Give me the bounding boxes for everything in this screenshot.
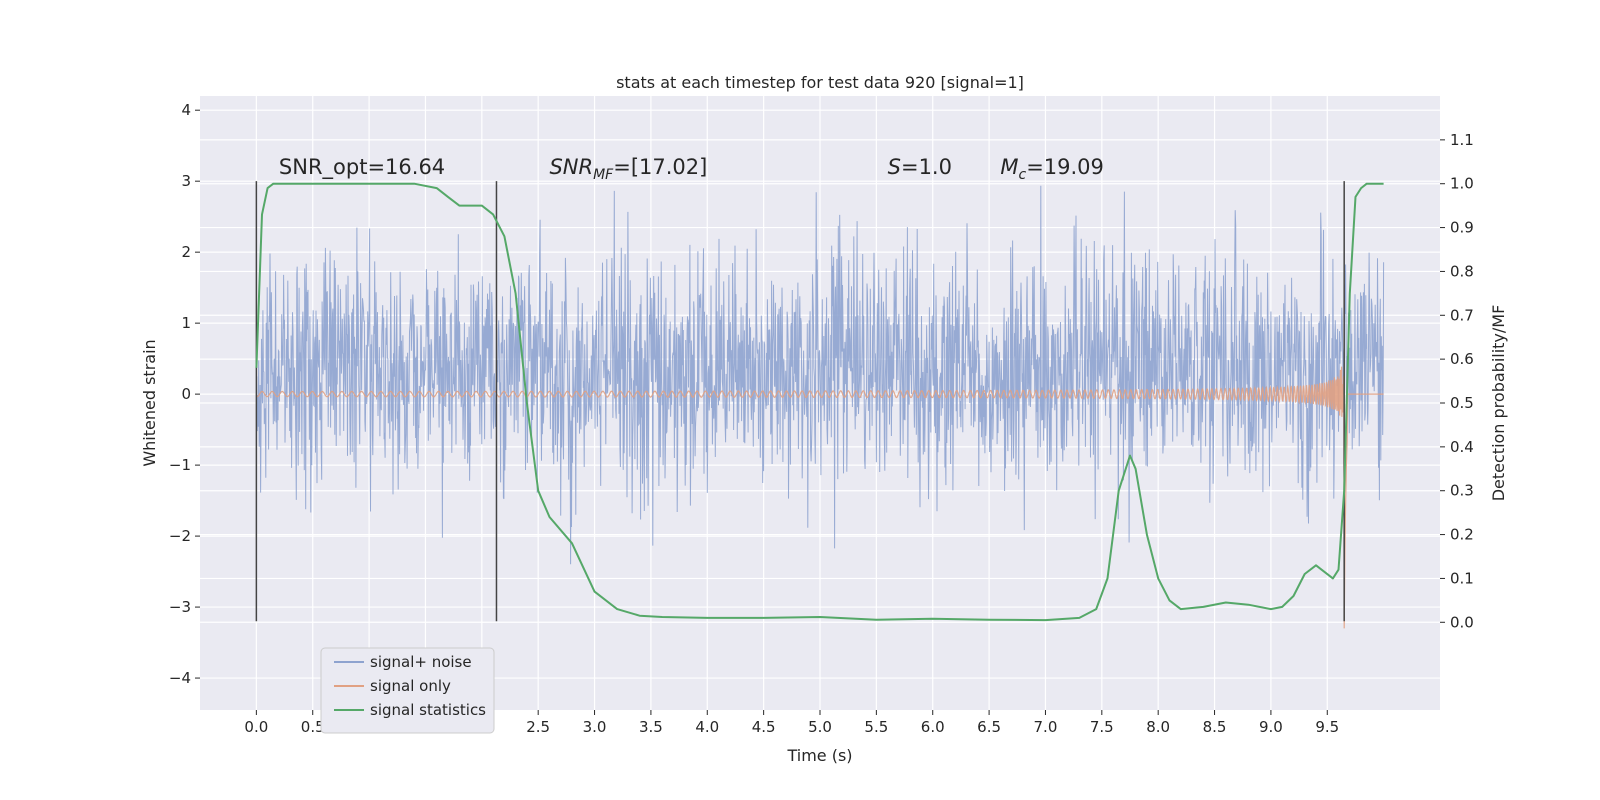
x-tick-label: 5.5: [864, 718, 888, 736]
y-left-tick-label: −1: [169, 456, 191, 474]
annotation-3: Mc=19.09: [1000, 155, 1104, 183]
y-right-tick-label: 1.0: [1450, 175, 1474, 193]
y-right-tick-label: 0.0: [1450, 613, 1474, 631]
x-tick-label: 3.0: [583, 718, 607, 736]
annotation-main: M: [1000, 155, 1018, 179]
y-right-tick-label: 0.8: [1450, 262, 1474, 280]
y-right-tick-label: 0.7: [1450, 306, 1474, 324]
annotation-main: S: [888, 155, 901, 179]
y-right-tick-label: 0.1: [1450, 569, 1474, 587]
x-tick-label: 2.5: [526, 718, 550, 736]
annotation-main: SNR_opt=16.64: [279, 155, 445, 180]
y-left-tick-label: −4: [169, 669, 191, 687]
y-right-tick-label: 1.1: [1450, 131, 1474, 149]
legend-label-signal-noise: signal+ noise: [370, 653, 472, 671]
x-tick-label: 4.5: [752, 718, 776, 736]
data-layer: [255, 181, 1385, 629]
x-tick-label: 0.5: [301, 718, 325, 736]
annotation-main: SNR: [549, 155, 593, 179]
legend-box: [320, 647, 495, 734]
annotation-suffix: =19.09: [1026, 155, 1104, 179]
x-tick-label: 3.5: [639, 718, 663, 736]
x-tick-label: 4.0: [695, 718, 719, 736]
annotation-0: SNR_opt=16.64: [279, 155, 445, 180]
legend-label-signal-statistics: signal statistics: [370, 701, 486, 719]
annotation-1: SNRMF=[17.02]: [549, 155, 707, 183]
y-left-tick-label: 4: [181, 101, 191, 119]
chart-title: stats at each timestep for test data 920…: [616, 73, 1024, 92]
x-tick-label: 7.0: [1034, 718, 1058, 736]
annotation-suffix: =[17.02]: [613, 155, 707, 179]
x-tick-label: 6.0: [921, 718, 945, 736]
y-left-tick-label: −2: [169, 527, 191, 545]
series-signal-statistics-line: [255, 182, 1384, 622]
y-left-tick-label: 3: [181, 172, 191, 190]
annotation-suffix: =1.0: [901, 155, 952, 179]
x-tick-label: 9.0: [1259, 718, 1283, 736]
annotation-subscript: MF: [593, 167, 614, 183]
y-right-tick-label: 0.5: [1450, 394, 1474, 412]
x-tick-label: 7.5: [1090, 718, 1114, 736]
x-tick-label: 5.0: [808, 718, 832, 736]
y-left-tick-label: 0: [181, 385, 191, 403]
series-signal-noise-line: [255, 185, 1385, 565]
y-right-tick-label: 0.4: [1450, 438, 1474, 456]
x-tick-label: 9.5: [1315, 718, 1339, 736]
y-left-tick-label: −3: [169, 598, 191, 616]
annotation-2: S=1.0: [888, 155, 952, 179]
y-left-tick-label: 1: [181, 314, 191, 332]
legend: signal+ noise signal only signal statist…: [320, 647, 495, 734]
annotations: SNR_opt=16.64 SNRMF=[17.02] S=1.0 Mc=19.09: [279, 155, 1104, 183]
y-left-tick-label: 2: [181, 243, 191, 261]
series-signal-only-line: [256, 366, 1384, 629]
y-right-tick-label: 0.3: [1450, 482, 1474, 500]
y-axis-right-label: Detection probability/MF: [1489, 305, 1508, 502]
annotation-subscript: c: [1018, 167, 1026, 183]
y-right-tick-label: 0.6: [1450, 350, 1474, 368]
x-tick-label: 8.5: [1203, 718, 1227, 736]
x-tick-label: 6.5: [977, 718, 1001, 736]
y-right-tick-label: 0.9: [1450, 219, 1474, 237]
y-right-tick-label: 0.2: [1450, 526, 1474, 544]
legend-label-signal-only: signal only: [370, 677, 451, 695]
x-axis-label: Time (s): [786, 746, 852, 765]
y-axis-left-label: Whitened strain: [140, 339, 159, 466]
x-tick-label: 0.0: [244, 718, 268, 736]
x-tick-label: 8.0: [1146, 718, 1170, 736]
